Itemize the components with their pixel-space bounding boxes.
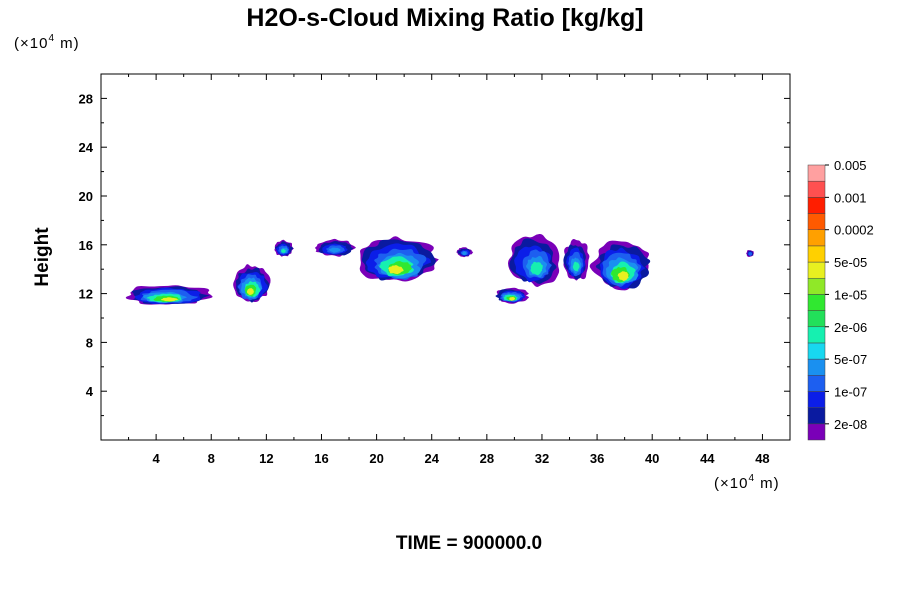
y-axis-label: Height <box>32 227 53 287</box>
y-tick-label: 12 <box>79 287 93 302</box>
cloud-contour <box>328 247 341 253</box>
colorbar-swatch <box>807 261 826 279</box>
cloud-contour <box>509 296 516 301</box>
colorbar-label: 2e-08 <box>834 417 867 432</box>
colorbar-swatch <box>807 310 826 328</box>
cloud-contour <box>246 288 255 296</box>
x-tick-label: 8 <box>208 451 215 466</box>
x-tick-label: 24 <box>424 451 439 466</box>
colorbar-swatch <box>807 342 826 360</box>
x-tick-label: 32 <box>535 451 549 466</box>
colorbar-swatch <box>807 294 826 311</box>
colorbar-swatch <box>807 391 826 408</box>
x-tick-label: 16 <box>314 451 328 466</box>
cloud-contour <box>388 265 404 275</box>
colorbar-swatch <box>807 213 826 230</box>
x-tick-label: 4 <box>153 451 161 466</box>
cloud-region <box>563 239 590 281</box>
colorbar-swatch <box>807 358 826 376</box>
cloud-region <box>233 264 271 303</box>
x-tick-label: 48 <box>755 451 769 466</box>
cloud-contour <box>530 261 543 276</box>
cloud-contour <box>281 248 286 253</box>
time-label: TIME = 900000.0 <box>396 533 542 554</box>
x-tick-label: 44 <box>700 451 715 466</box>
colorbar: 2e-08 1e-07 5e-07 2e-06 1e-05 5e-05 0.0002 0.00… <box>807 158 874 441</box>
colorbar-swatch <box>807 407 826 425</box>
cloud-region <box>507 233 560 287</box>
cloud-contour <box>617 271 629 281</box>
colorbar-label: 0.001 <box>834 190 867 205</box>
y-unit-label: (×104 m) <box>14 33 80 52</box>
colorbar-swatch <box>807 229 826 247</box>
colorbar-swatch <box>807 375 826 392</box>
colorbar-swatch <box>807 245 826 263</box>
cloud-region <box>315 238 356 257</box>
cloud-region <box>125 285 213 305</box>
colorbar-swatch <box>807 423 826 441</box>
x-axis: 4 8 12 16 20 24 28 32 36 40 44 48 <box>128 74 770 466</box>
x-tick-label: 20 <box>369 451 383 466</box>
plot-frame <box>100 73 791 441</box>
colorbar-swatch <box>807 326 826 344</box>
colorbar-label: 1e-07 <box>834 384 867 399</box>
y-tick-label: 28 <box>79 91 93 106</box>
y-tick-label: 16 <box>79 238 93 253</box>
cloud-contour <box>160 297 179 302</box>
cloud-region <box>274 239 294 257</box>
x-tick-label: 40 <box>645 451 659 466</box>
colorbar-label: 0.005 <box>834 158 867 173</box>
colorbar-swatch <box>807 180 826 198</box>
colorbar-swatch <box>807 277 826 295</box>
cloud-field <box>125 233 754 305</box>
cloud-region <box>456 247 474 258</box>
y-tick-label: 24 <box>79 140 94 155</box>
chart-title: H2O-s-Cloud Mixing Ratio [kg/kg] <box>246 4 643 32</box>
colorbar-swatch <box>807 164 826 182</box>
y-tick-label: 4 <box>86 384 94 399</box>
cloud-contour <box>462 251 467 256</box>
colorbar-label: 5e-05 <box>834 255 867 270</box>
cloud-contour <box>572 261 580 272</box>
colorbar-label: 2e-06 <box>834 320 867 335</box>
cloud-region <box>746 250 754 257</box>
cloud-region <box>495 287 529 304</box>
cloud-region <box>589 240 651 291</box>
y-axis: 4 8 12 16 20 24 28 <box>79 91 790 417</box>
x-tick-label: 12 <box>259 451 273 466</box>
cloud-region <box>359 236 439 282</box>
cloud-contour <box>748 252 753 256</box>
colorbar-label: 5e-07 <box>834 352 867 367</box>
colorbar-label: 1e-05 <box>834 287 867 302</box>
x-unit-label: (×104 m) <box>714 473 780 492</box>
y-tick-label: 20 <box>79 189 93 204</box>
x-tick-label: 36 <box>590 451 604 466</box>
y-tick-label: 8 <box>86 335 93 350</box>
colorbar-label: 0.0002 <box>834 223 874 238</box>
colorbar-swatch <box>807 197 826 214</box>
x-tick-label: 28 <box>480 451 494 466</box>
